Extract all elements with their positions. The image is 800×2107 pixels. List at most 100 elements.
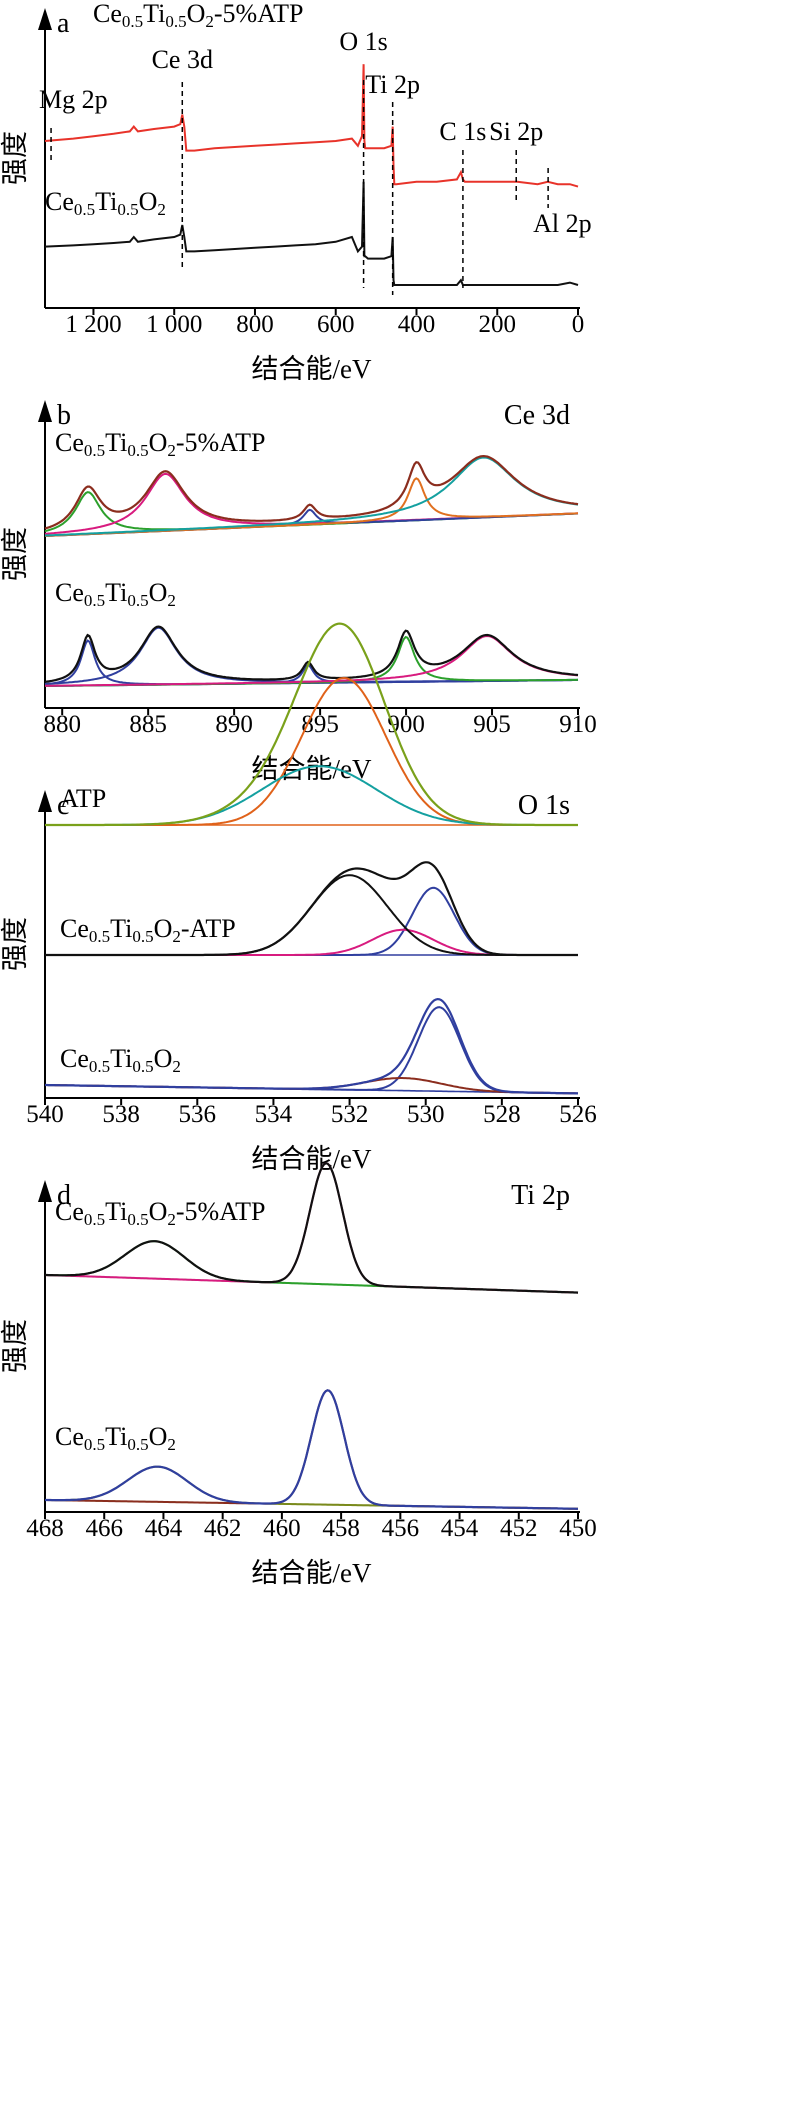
label-text: Ti [110,914,132,943]
x-tick-label: 880 [43,711,81,738]
sample-label: Ce0.5Ti0.5O2-5%ATP [55,428,265,460]
label-text: -ATP [181,914,236,943]
x-tick-label: 600 [317,311,355,338]
sample-label: Ce0.5Ti0.5O2 [55,1422,176,1454]
label-subscript: 2 [172,1057,181,1076]
x-axis-label: 结合能/eV [252,1558,372,1588]
x-tick-label: 466 [85,1515,123,1542]
label-text: O [154,914,173,943]
label-subscript: 2 [167,1435,176,1454]
label-text: Ce [45,187,74,216]
label-subscript: 0.5 [84,1435,105,1454]
panel-label: a [57,8,70,39]
label-text: Ti [105,428,127,457]
x-tick-label: 468 [26,1515,64,1542]
panel-label: b [57,400,71,431]
label-subscript: 0.5 [127,441,148,460]
x-tick-label: 454 [441,1515,479,1542]
y-axis-arrow [38,790,52,812]
label-subscript: 0.5 [89,927,110,946]
label-subscript: 2 [167,441,176,460]
label-subscript: 0.5 [122,12,143,31]
fit-peak-4 [45,634,579,687]
label-subscript: 0.5 [127,1435,148,1454]
label-subscript: 2 [172,927,181,946]
peak-annotation: Mg 2p [39,85,108,114]
y-axis-label: 强度 [0,917,31,971]
fit-peak-1 [44,1162,579,1294]
y-axis-label: 强度 [0,131,31,185]
x-tick-label: 400 [398,311,436,338]
panel-c: 540 538 536 534 532 530 528 526 结合能/eV 强度 c O 1s ATP… [0,622,597,1174]
label-text: ATP [60,784,106,813]
label-text: Ce [55,428,84,457]
envelope-line [45,1162,579,1294]
series-label: Ce0.5Ti0.5O2 [45,187,166,219]
label-text: Ti [95,187,117,216]
x-tick-label: 536 [179,1101,217,1128]
label-text: Ce [55,578,84,607]
peak-annotation: Ce 3d [152,45,213,74]
label-subscript: 0.5 [127,591,148,610]
label-text: -5%ATP [176,428,266,457]
y-axis-arrow [38,400,52,422]
peak-annotation: Si 2p [489,117,543,146]
x-axis-label: 结合能/eV [252,1144,372,1174]
x-tick-label: 528 [483,1101,521,1128]
fit-peak-0 [45,1465,578,1510]
x-tick-label: 464 [145,1515,183,1542]
envelope-line [45,1389,578,1510]
label-subscript: 0.5 [127,1210,148,1229]
x-tick-label: 540 [26,1101,64,1128]
label-subscript: 0.5 [84,1210,105,1229]
x-tick-label: 1 000 [146,311,202,338]
label-subscript: 2 [167,591,176,610]
label-subscript: 0.5 [84,441,105,460]
x-tick-label: 800 [236,311,274,338]
panel-title: Ti 2p [511,1180,570,1211]
label-subscript: 2 [167,1210,176,1229]
panel-d: 468 466 464 462 460 458 456 454 452 450 结合能/eV 强度 d T… [0,1162,597,1588]
fit-peak-3 [44,635,579,687]
survey-line-0 [44,64,579,188]
label-subscript: 0.5 [132,927,153,946]
fit-peak-0 [45,1240,579,1294]
label-subscript: 0.5 [84,591,105,610]
y-axis-arrow [38,1180,52,1202]
x-tick-label: 905 [473,711,511,738]
x-tick-label: 200 [478,311,516,338]
x-tick-label: 450 [559,1515,597,1542]
label-text: O [139,187,158,216]
panel-label: d [57,1180,71,1211]
fit-peak-0 [44,639,578,686]
envelope-line [45,997,578,1095]
x-tick-label: 534 [255,1101,293,1128]
label-subscript: 2 [205,12,214,31]
x-tick-label: 456 [382,1515,420,1542]
x-tick-label: 458 [322,1515,360,1542]
label-text: O [149,428,168,457]
y-axis-label: 强度 [0,1319,31,1373]
x-tick-label: 462 [204,1515,242,1542]
label-text: Ce [55,1422,84,1451]
label-subscript: 0.5 [74,200,95,219]
sample-label: Ce0.5Ti0.5O2 [60,1044,181,1076]
x-tick-label: 532 [331,1101,369,1128]
label-text: O [154,1044,173,1073]
envelope-line [44,454,579,530]
y-axis-label: 强度 [0,527,31,581]
y-axis-arrow [38,8,52,30]
label-text: Ce [55,1197,84,1226]
label-subscript: 2 [157,200,166,219]
sample-label: Ce0.5Ti0.5O2-5%ATP [55,1197,265,1229]
label-text: Ce [60,914,89,943]
envelope-line [44,625,579,683]
sample-label: Ce0.5Ti0.5O2-ATP [60,914,236,946]
label-text: Ti [105,1197,127,1226]
label-subscript: 0.5 [132,1057,153,1076]
x-tick-label: 1 200 [65,311,121,338]
x-tick-label: 890 [215,711,253,738]
x-axis-label: 结合能/eV [252,354,372,384]
peak-annotation: Ti 2p [365,70,420,99]
